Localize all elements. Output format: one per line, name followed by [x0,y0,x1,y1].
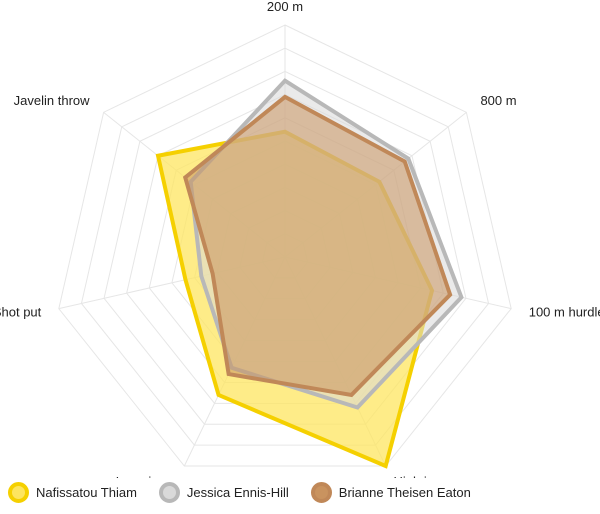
axis-label: 800 m [480,93,516,108]
axis-labels: 200 m 800 m 100 m hurdles High jump Long jum… [0,0,600,478]
series-area-2[interactable] [182,94,453,398]
radar-series [155,78,464,469]
axis-label: Javelin throw [14,93,90,108]
legend-swatch [158,481,180,503]
legend: Nafissatou Thiam Jessica Ennis-Hill Briann… [8,480,493,504]
axis-label: 100 m hurdles [529,305,600,320]
legend-swatch [310,481,332,503]
grid-ring [80,47,490,446]
legend-label: Jessica Ennis-Hill [186,484,289,500]
legend-item[interactable]: Jessica Ennis-Hill [158,481,289,503]
axis-label: 200 m [267,0,303,14]
legend-item[interactable]: Brianne Theisen Eaton [310,481,471,503]
legend-item[interactable]: Nafissatou Thiam [8,481,137,503]
axis-label: High jump [393,474,452,478]
legend-label: Brianne Theisen Eaton [338,484,471,500]
axis-label: Shot put [0,305,42,320]
axis-label: Long jump [116,474,177,478]
legend-swatch [8,481,29,503]
grid-ring [58,24,512,467]
radar-chart: 200 m 800 m 100 m hurdles High jump Long jum… [0,0,600,478]
legend-label: Nafissatou Thiam [36,484,137,500]
